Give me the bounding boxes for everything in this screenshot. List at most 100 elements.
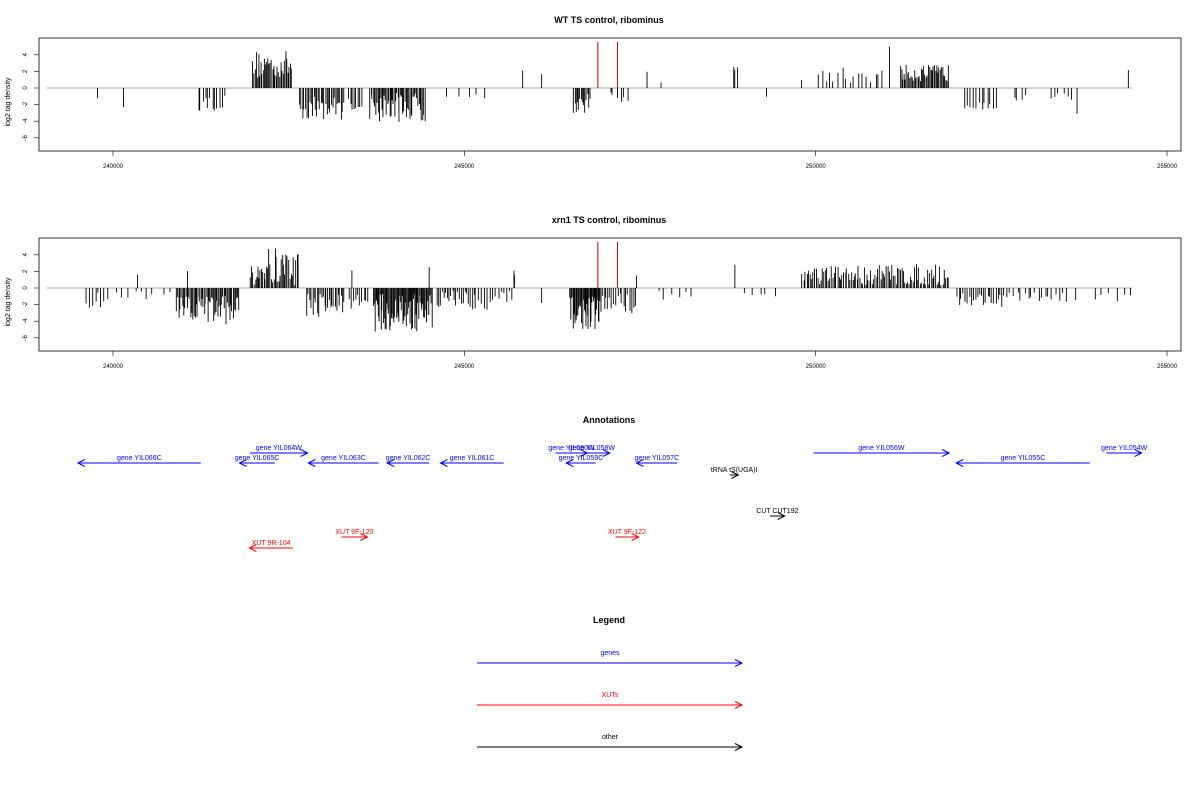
feature-gene: gene YIL059C — [559, 455, 604, 467]
xrn1-x-tick-label: 255000 — [1157, 364, 1178, 370]
wt-y-tick-label: -4 — [23, 118, 29, 124]
legend-label: XUTs — [602, 692, 619, 699]
feature-label: gene YIL060W — [548, 445, 595, 452]
legend-items: genes XUTs other — [477, 650, 744, 751]
feature-label: XUT 9R-104 — [252, 540, 291, 547]
feature-gene-arrowhead — [76, 459, 86, 467]
feature-gene-arrowhead — [300, 449, 309, 457]
xrn1-panel-title: xrn1 TS control, ribominus — [552, 215, 667, 225]
legend-other-arrowhead — [734, 743, 744, 751]
xrn1-y-tick-label: 2 — [23, 269, 29, 273]
feature-gene: gene YIL062C — [386, 455, 431, 467]
feature-gene: gene YIL055C — [955, 455, 1090, 467]
wt-panel-title: WT TS control, ribominus — [554, 15, 664, 25]
feature-xut-arrowhead — [248, 544, 257, 552]
feature-label: gene YIL055C — [1001, 455, 1046, 462]
feature-label: gene YIL062C — [386, 455, 431, 462]
xrn1-y-axis-label: log2 tag density — [5, 277, 12, 327]
legend-title: Legend — [593, 615, 625, 625]
wt-y-tick-label: 4 — [23, 52, 29, 56]
xrn1-y-tick-label: 4 — [23, 252, 29, 256]
xrn1-bars — [46, 242, 1132, 332]
feature-xut-arrowhead — [631, 533, 640, 541]
wt-y-tick-label: 2 — [23, 69, 29, 73]
xrn1-x-tick-label: 240000 — [103, 364, 124, 370]
wt-y-tick-label: 0 — [23, 86, 29, 90]
feature-label: gene YIL066C — [117, 455, 162, 462]
feature-gene: gene YIL065C — [235, 455, 280, 467]
feature-gene: gene YIL054W — [1101, 445, 1148, 457]
feature-gene: gene YIL063C — [307, 455, 379, 467]
wt-y-ticks: 4 2 0 -2 -4 -6 — [23, 52, 39, 140]
feature-gene: gene YIL064W — [250, 445, 309, 457]
wt-y-tick-label: -6 — [23, 134, 29, 140]
xrn1-x-tick-label: 245000 — [454, 364, 475, 370]
feature-label: gene YIL063C — [321, 455, 366, 462]
feature-other: CUT CUT192 — [756, 508, 799, 520]
wt-y-axis-label: log2 tag density — [5, 77, 12, 127]
wt-plot-frame — [38, 37, 1182, 152]
feature-label: XUT 9F-120 — [335, 529, 373, 536]
feature-gene-arrowhead — [941, 449, 951, 457]
legend-gene-arrowhead — [734, 659, 744, 667]
wt-x-tick-label: 240000 — [103, 164, 124, 170]
annotation-features: gene YIL066C gene YIL065C gene YIL064W gene… — [76, 445, 1148, 552]
feature-gene-arrowhead — [565, 459, 574, 467]
legend-item-gene: genes — [477, 650, 744, 667]
feature-label: gene YIL056W — [858, 445, 905, 452]
wt-y-tick-label: -2 — [23, 101, 29, 107]
legend: Legend genes XUTs other — [477, 615, 744, 751]
wt-x-tick-label: 250000 — [806, 164, 827, 170]
feature-gene: gene YIL056W — [813, 445, 951, 457]
feature-xut: XUT 9F-120 — [335, 529, 373, 541]
feature-gene: gene YIL058W — [569, 445, 616, 457]
xrn1-x-tick-label: 250000 — [806, 364, 827, 370]
feature-other-arrowhead — [731, 471, 740, 479]
feature-label: gene YIL054W — [1101, 445, 1148, 452]
xrn1-y-tick-label: 0 — [23, 286, 29, 290]
legend-item-other: other — [477, 734, 744, 751]
legend-label: genes — [600, 650, 620, 657]
xrn1-y-tick-label: -6 — [23, 334, 29, 340]
feature-other-arrowhead — [777, 512, 786, 520]
wt-x-tick-label: 245000 — [454, 164, 475, 170]
xrn1-plot-frame — [38, 237, 1182, 352]
feature-label: tRNA tS(UGA)I — [711, 467, 758, 474]
feature-label: gene YIL058W — [569, 445, 616, 452]
xrn1-y-tick-label: -4 — [23, 318, 29, 324]
legend-label: other — [602, 734, 619, 741]
feature-gene-arrowhead — [1134, 449, 1143, 457]
feature-gene-arrowhead — [635, 459, 644, 467]
feature-gene-arrowhead — [238, 459, 247, 467]
feature-gene-arrowhead — [602, 449, 611, 457]
feature-xut-arrowhead — [360, 533, 369, 541]
feature-xut: XUT 9F-122 — [608, 529, 646, 541]
feature-gene-arrowhead — [439, 459, 448, 467]
feature-gene: gene YIL061C — [439, 455, 504, 467]
feature-gene: gene YIL066C — [76, 455, 201, 467]
xrn1-panel: xrn1 TS control, ribominus log2 tag dens… — [5, 215, 1182, 370]
legend-xut-arrowhead — [734, 701, 744, 709]
feature-label: CUT CUT192 — [756, 508, 798, 515]
feature-gene: gene YIL057C — [635, 455, 680, 467]
feature-label: gene YIL065C — [235, 455, 280, 462]
feature-other: tRNA tS(UGA)I — [711, 467, 758, 479]
feature-label: gene YIL059C — [559, 455, 604, 462]
wt-x-ticks: 240000 245000 250000 255000 — [103, 151, 1178, 170]
xrn1-y-ticks: 4 2 0 -2 -4 -6 — [23, 252, 39, 340]
feature-label: gene YIL057C — [635, 455, 680, 462]
feature-xut: XUT 9R-104 — [248, 540, 293, 552]
feature-gene-arrowhead — [307, 459, 316, 467]
feature-label: XUT 9F-122 — [608, 529, 646, 536]
wt-bars — [46, 42, 1132, 122]
legend-item-xut: XUTs — [477, 692, 744, 709]
feature-gene-arrowhead — [955, 459, 964, 467]
xrn1-x-ticks: 240000 245000 250000 255000 — [103, 351, 1178, 370]
annotations-title: Annotations — [583, 415, 636, 425]
wt-panel: WT TS control, ribominus log2 tag densit… — [5, 15, 1182, 170]
xrn1-y-tick-label: -2 — [23, 301, 29, 307]
annotations-track: Annotations gene YIL066C gene YIL065Cgene… — [76, 415, 1148, 552]
feature-label: gene YIL061C — [450, 455, 495, 462]
feature-label: gene YIL064W — [256, 445, 303, 452]
